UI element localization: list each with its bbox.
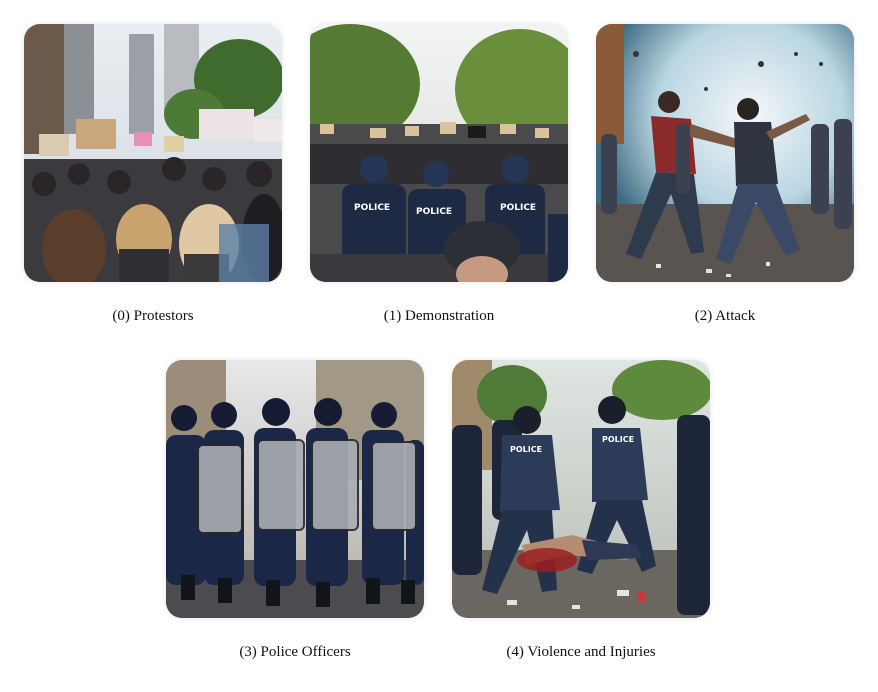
caption-demonstration: (1) Demonstration (383, 308, 495, 324)
police-officers-image (166, 360, 424, 618)
demonstration-image: POLICE POLICE POLICE (310, 24, 568, 282)
caption-police-officers: (3) Police Officers (239, 644, 351, 660)
svg-text:POLICE: POLICE (500, 203, 536, 213)
caption-attack: (2) Attack (694, 308, 756, 324)
caption-violence-and-injuries: (4) Violence and Injuries (506, 644, 656, 660)
protestors-image (24, 24, 282, 282)
violence-and-injuries-image: POLICE POLICE (452, 360, 710, 618)
svg-text:POLICE: POLICE (416, 207, 452, 217)
svg-text:POLICE: POLICE (354, 203, 390, 213)
caption-protestors: (0) Protestors (112, 308, 194, 324)
svg-text:POLICE: POLICE (602, 435, 634, 444)
attack-image (596, 24, 854, 282)
svg-text:POLICE: POLICE (510, 445, 542, 454)
